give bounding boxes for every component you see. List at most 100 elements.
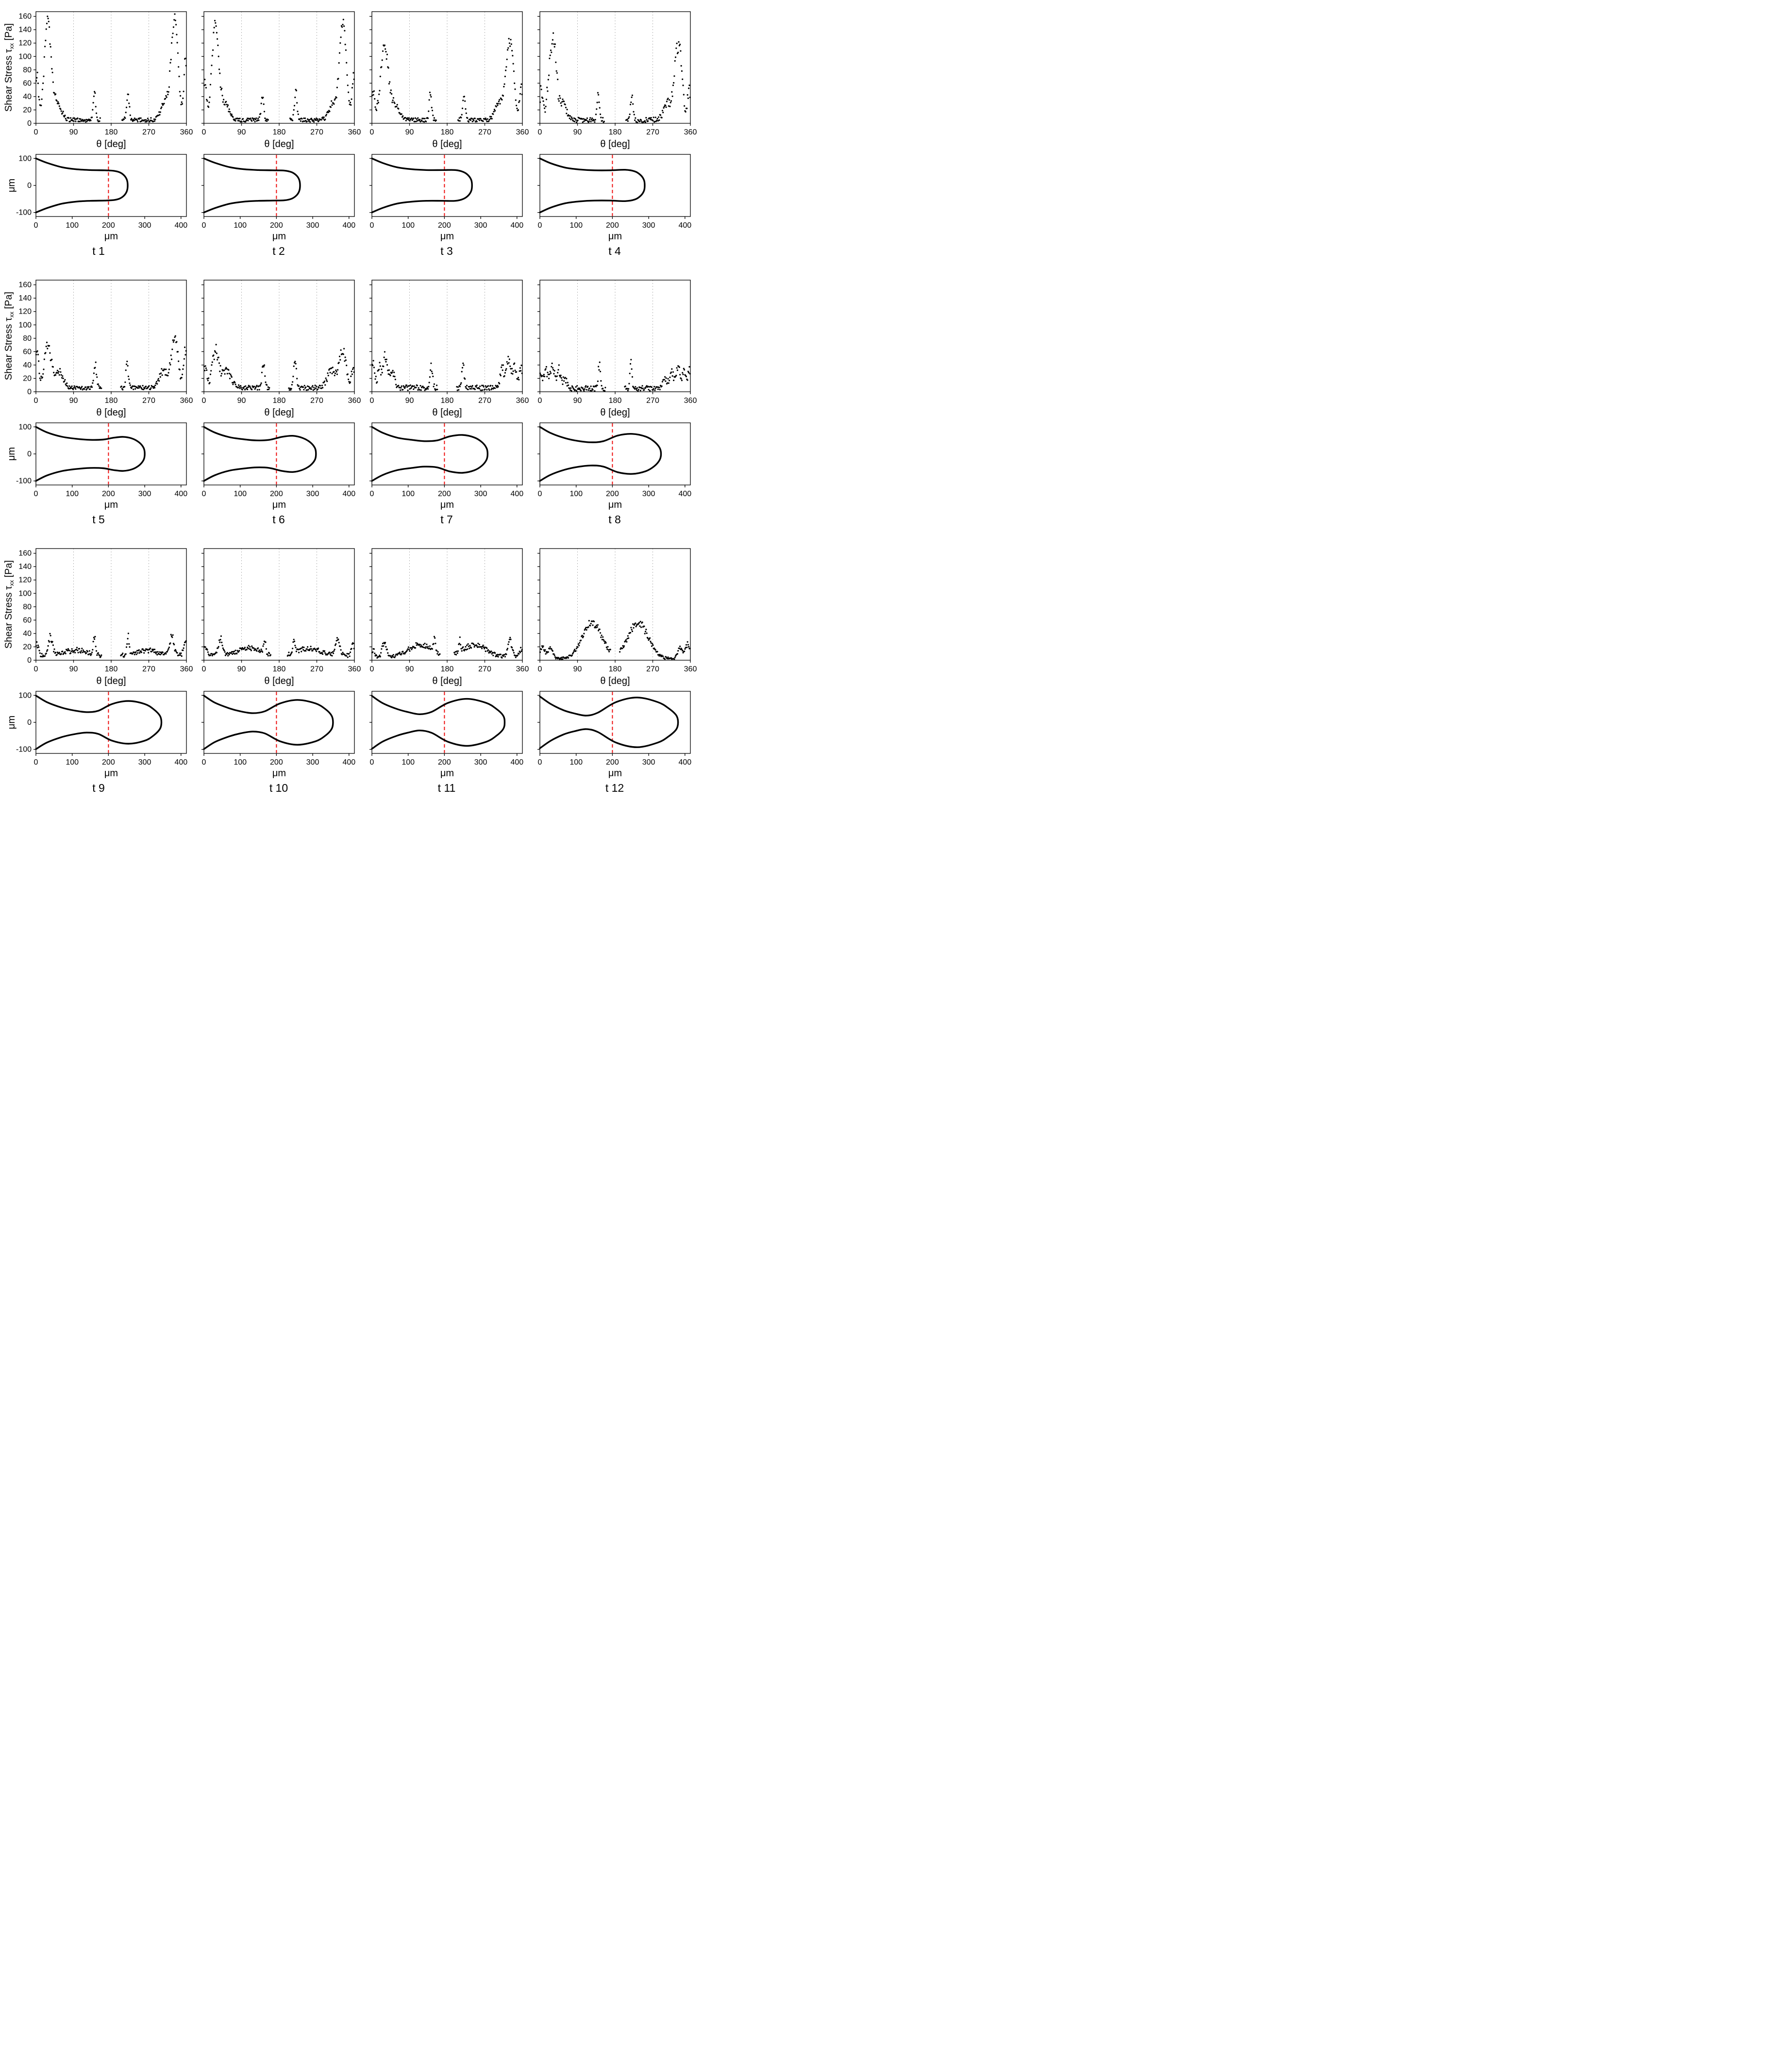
shape-xlabel: μm <box>272 768 286 779</box>
stress-x-ticks: 0 90 180 270 360 <box>370 660 529 673</box>
svg-text:270: 270 <box>646 397 659 405</box>
shape-xlabel: μm <box>104 768 118 779</box>
svg-text:300: 300 <box>306 221 319 230</box>
svg-text:0: 0 <box>202 665 206 673</box>
svg-text:120: 120 <box>18 576 32 584</box>
svg-text:-100: -100 <box>16 477 32 485</box>
svg-text:0: 0 <box>538 221 542 230</box>
svg-text:0: 0 <box>370 128 374 136</box>
stress-gridlines <box>577 12 653 123</box>
svg-text:90: 90 <box>573 397 582 405</box>
svg-text:90: 90 <box>237 397 246 405</box>
svg-text:160: 160 <box>18 13 32 21</box>
svg-text:360: 360 <box>348 128 361 136</box>
svg-text:90: 90 <box>237 665 246 673</box>
svg-text:90: 90 <box>69 665 78 673</box>
svg-text:300: 300 <box>474 221 487 230</box>
svg-text:100: 100 <box>402 490 415 498</box>
panel-t8: 0 90 180 270 360 θ [deg] 0 100 200 300 400 μm t 8 <box>532 275 697 526</box>
svg-text:270: 270 <box>646 128 659 136</box>
shape-plot-6: 0 100 200 300 400 μm <box>201 422 355 510</box>
shape-xlabel: μm <box>608 768 622 779</box>
panel-t10: 0 90 180 270 360 θ [deg] 0 100 200 300 400 μm t 10 <box>196 544 361 795</box>
svg-text:200: 200 <box>438 490 451 498</box>
svg-text:40: 40 <box>23 361 32 369</box>
svg-text:0: 0 <box>34 221 38 230</box>
stress-gridlines <box>241 12 317 123</box>
svg-text:100: 100 <box>66 490 79 498</box>
shape-x-ticks: 0 100 200 300 400 <box>370 753 523 767</box>
svg-text:360: 360 <box>684 397 697 405</box>
stress-dots <box>35 633 187 658</box>
svg-text:0: 0 <box>538 490 542 498</box>
svg-text:-100: -100 <box>16 746 32 754</box>
svg-text:360: 360 <box>516 665 529 673</box>
svg-text:400: 400 <box>678 221 691 230</box>
shape-x-ticks: 0 100 200 300 400 <box>34 485 187 498</box>
svg-text:0: 0 <box>27 450 32 458</box>
stress-dots <box>371 351 523 391</box>
shape-plot-box <box>371 691 523 754</box>
shape-y-ticks <box>201 158 204 213</box>
svg-text:300: 300 <box>474 490 487 498</box>
shape-y-ticks <box>537 695 540 750</box>
svg-text:200: 200 <box>270 490 283 498</box>
shape-x-ticks: 0 100 200 300 400 <box>202 217 355 230</box>
svg-text:0: 0 <box>538 397 542 405</box>
shape-xlabel: μm <box>272 231 286 242</box>
shape-x-ticks: 0 100 200 300 400 <box>538 217 691 230</box>
svg-text:90: 90 <box>237 128 246 136</box>
svg-text:100: 100 <box>66 221 79 230</box>
svg-text:100: 100 <box>402 758 415 767</box>
stress-y-ticks <box>537 552 540 661</box>
panel-caption: t 12 <box>605 782 624 794</box>
svg-text:0: 0 <box>202 397 206 405</box>
svg-text:0: 0 <box>538 665 542 673</box>
figure-row-2: 0 90 180 270 360 0 20 40 60 80 100 120 140 160 θ [deg]… <box>4 275 713 526</box>
shape-xlabel: μm <box>272 500 286 510</box>
svg-text:160: 160 <box>18 550 32 558</box>
svg-text:180: 180 <box>273 128 286 136</box>
stress-ylabel: Shear Stress τxx [Pa] <box>4 560 15 649</box>
stress-gridlines <box>241 549 317 660</box>
shape-plot-12: 0 100 200 300 400 μm <box>537 691 691 779</box>
svg-text:180: 180 <box>105 397 118 405</box>
panel-t9: 0 90 180 270 360 0 20 40 60 80 100 120 140 160 θ [deg]… <box>4 544 193 795</box>
stress-gridlines <box>73 280 149 392</box>
stress-dots <box>539 359 691 392</box>
svg-text:360: 360 <box>180 665 193 673</box>
stress-y-ticks <box>369 16 372 124</box>
svg-text:200: 200 <box>102 490 115 498</box>
svg-text:360: 360 <box>348 665 361 673</box>
svg-text:0: 0 <box>370 758 374 767</box>
svg-text:40: 40 <box>23 93 32 101</box>
svg-text:100: 100 <box>18 52 32 61</box>
svg-text:80: 80 <box>23 66 32 74</box>
svg-text:400: 400 <box>342 221 355 230</box>
stress-xlabel: θ [deg] <box>600 139 630 150</box>
stress-x-ticks: 0 90 180 270 360 <box>370 392 529 405</box>
svg-text:200: 200 <box>438 758 451 767</box>
svg-text:180: 180 <box>609 397 622 405</box>
shape-outline <box>539 426 662 482</box>
panel-t2: 0 90 180 270 360 θ [deg] 0 100 200 300 400 μm t 2 <box>196 7 361 258</box>
shape-xlabel: μm <box>440 500 454 510</box>
stress-x-ticks: 0 90 180 270 360 <box>538 123 697 136</box>
shape-plot-7: 0 100 200 300 400 μm <box>369 422 523 510</box>
stress-xlabel: θ [deg] <box>432 139 462 150</box>
shape-plot-box <box>35 691 187 754</box>
shape-plot-box <box>203 422 355 485</box>
shape-plot-3: 0 100 200 300 400 μm <box>369 154 523 242</box>
shape-x-ticks: 0 100 200 300 400 <box>538 753 691 767</box>
shape-outline <box>371 426 489 482</box>
svg-text:0: 0 <box>202 490 206 498</box>
shape-x-ticks: 0 100 200 300 400 <box>34 217 187 230</box>
shape-plot-box <box>35 422 187 485</box>
stress-dots <box>371 38 523 123</box>
stress-y-ticks <box>537 284 540 392</box>
svg-text:200: 200 <box>270 758 283 767</box>
svg-text:360: 360 <box>180 397 193 405</box>
svg-text:200: 200 <box>102 221 115 230</box>
svg-text:20: 20 <box>23 106 32 114</box>
